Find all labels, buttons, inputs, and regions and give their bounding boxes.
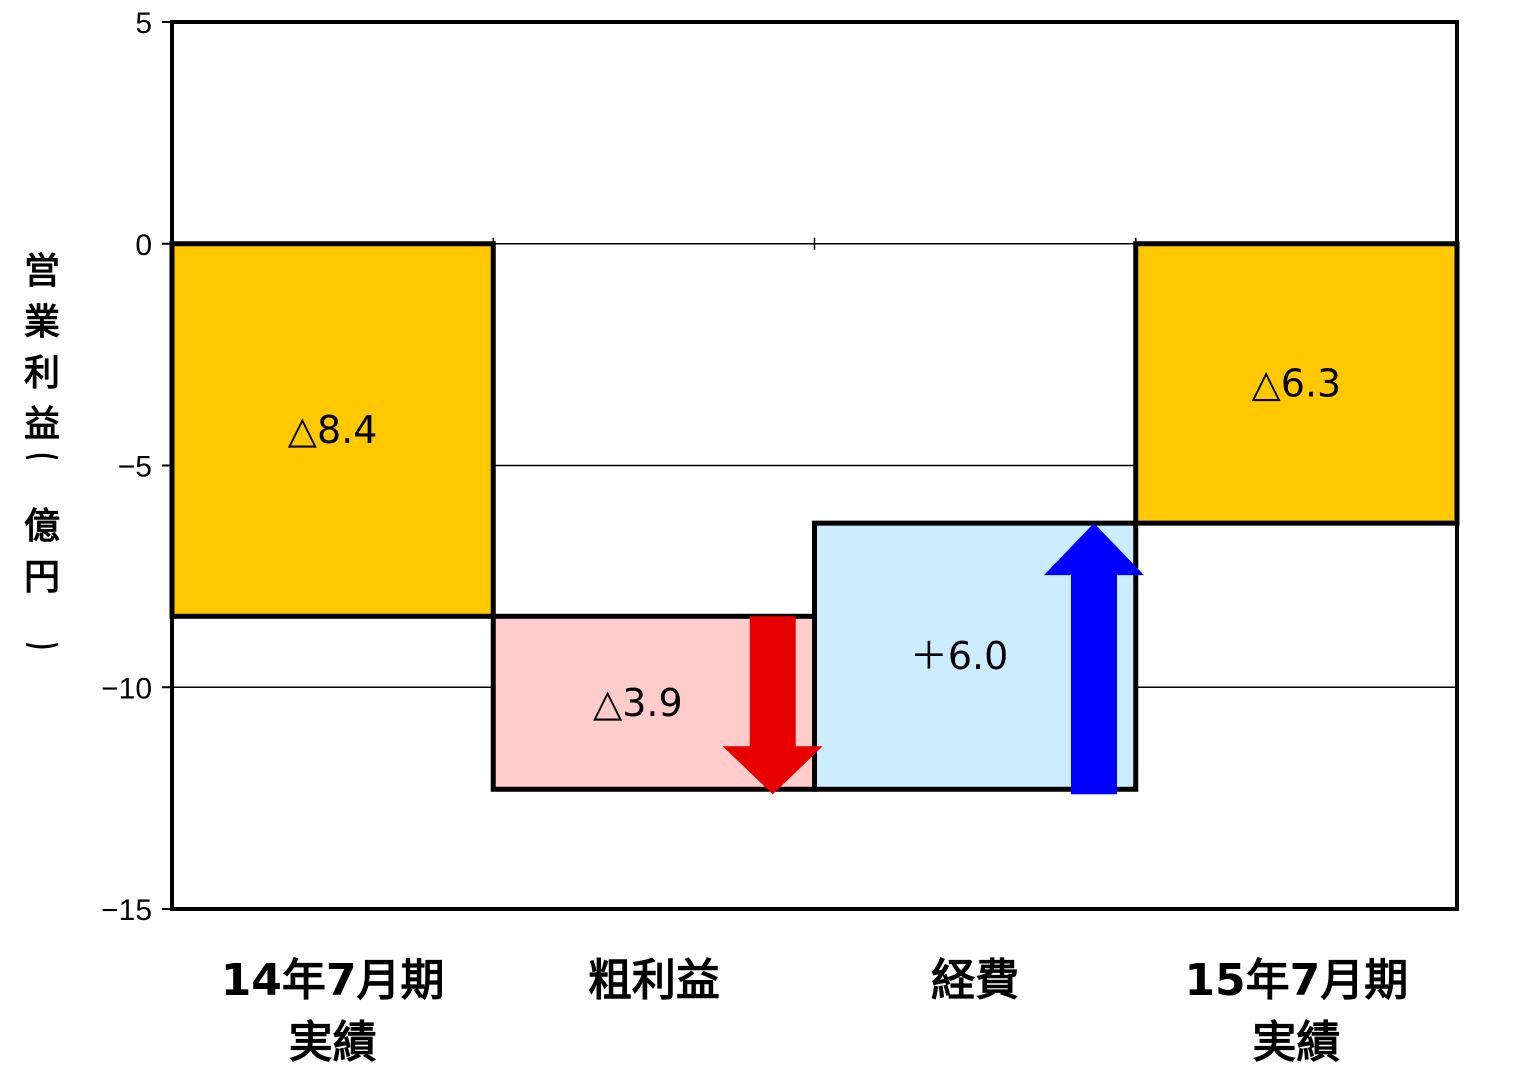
data-label-4: △6.3 <box>1252 361 1342 405</box>
y-tick-label: −15 <box>101 894 152 927</box>
bar-1 <box>169 241 496 619</box>
y-axis-label: 営業利益⁀億円‿ <box>24 251 60 649</box>
y-axis-ticks: 5 0 −5 −10 −15 <box>101 7 172 927</box>
x-axis-categories: 14年7月期実績 粗利益 経費 15年7月期実績 <box>221 955 1409 1067</box>
arrow-down-icon <box>722 616 823 795</box>
arrow-up-icon <box>1043 523 1144 795</box>
category-label-1: 14年7月期実績 <box>221 955 445 1067</box>
y-tick-label: −10 <box>101 672 152 705</box>
data-label-3: ＋6.0 <box>910 634 1008 678</box>
arrows <box>722 523 1144 795</box>
data-labels: △8.4 △3.9 ＋6.0 △6.3 <box>288 361 1341 724</box>
category-label-4: 15年7月期実績 <box>1184 955 1408 1067</box>
y-axis-label-text: 営業利益⁀億円‿ <box>24 251 60 649</box>
data-label-1: △8.4 <box>288 408 378 452</box>
category-label-2: 粗利益 <box>588 955 720 1006</box>
y-tick-label: −5 <box>118 451 152 484</box>
y-tick-label: 0 <box>135 229 152 262</box>
bars <box>169 241 1460 792</box>
data-label-2: △3.9 <box>593 681 683 725</box>
category-label-3: 経費 <box>931 955 1019 1006</box>
bar-4 <box>1133 241 1460 526</box>
y-tick-label: 5 <box>135 7 152 40</box>
